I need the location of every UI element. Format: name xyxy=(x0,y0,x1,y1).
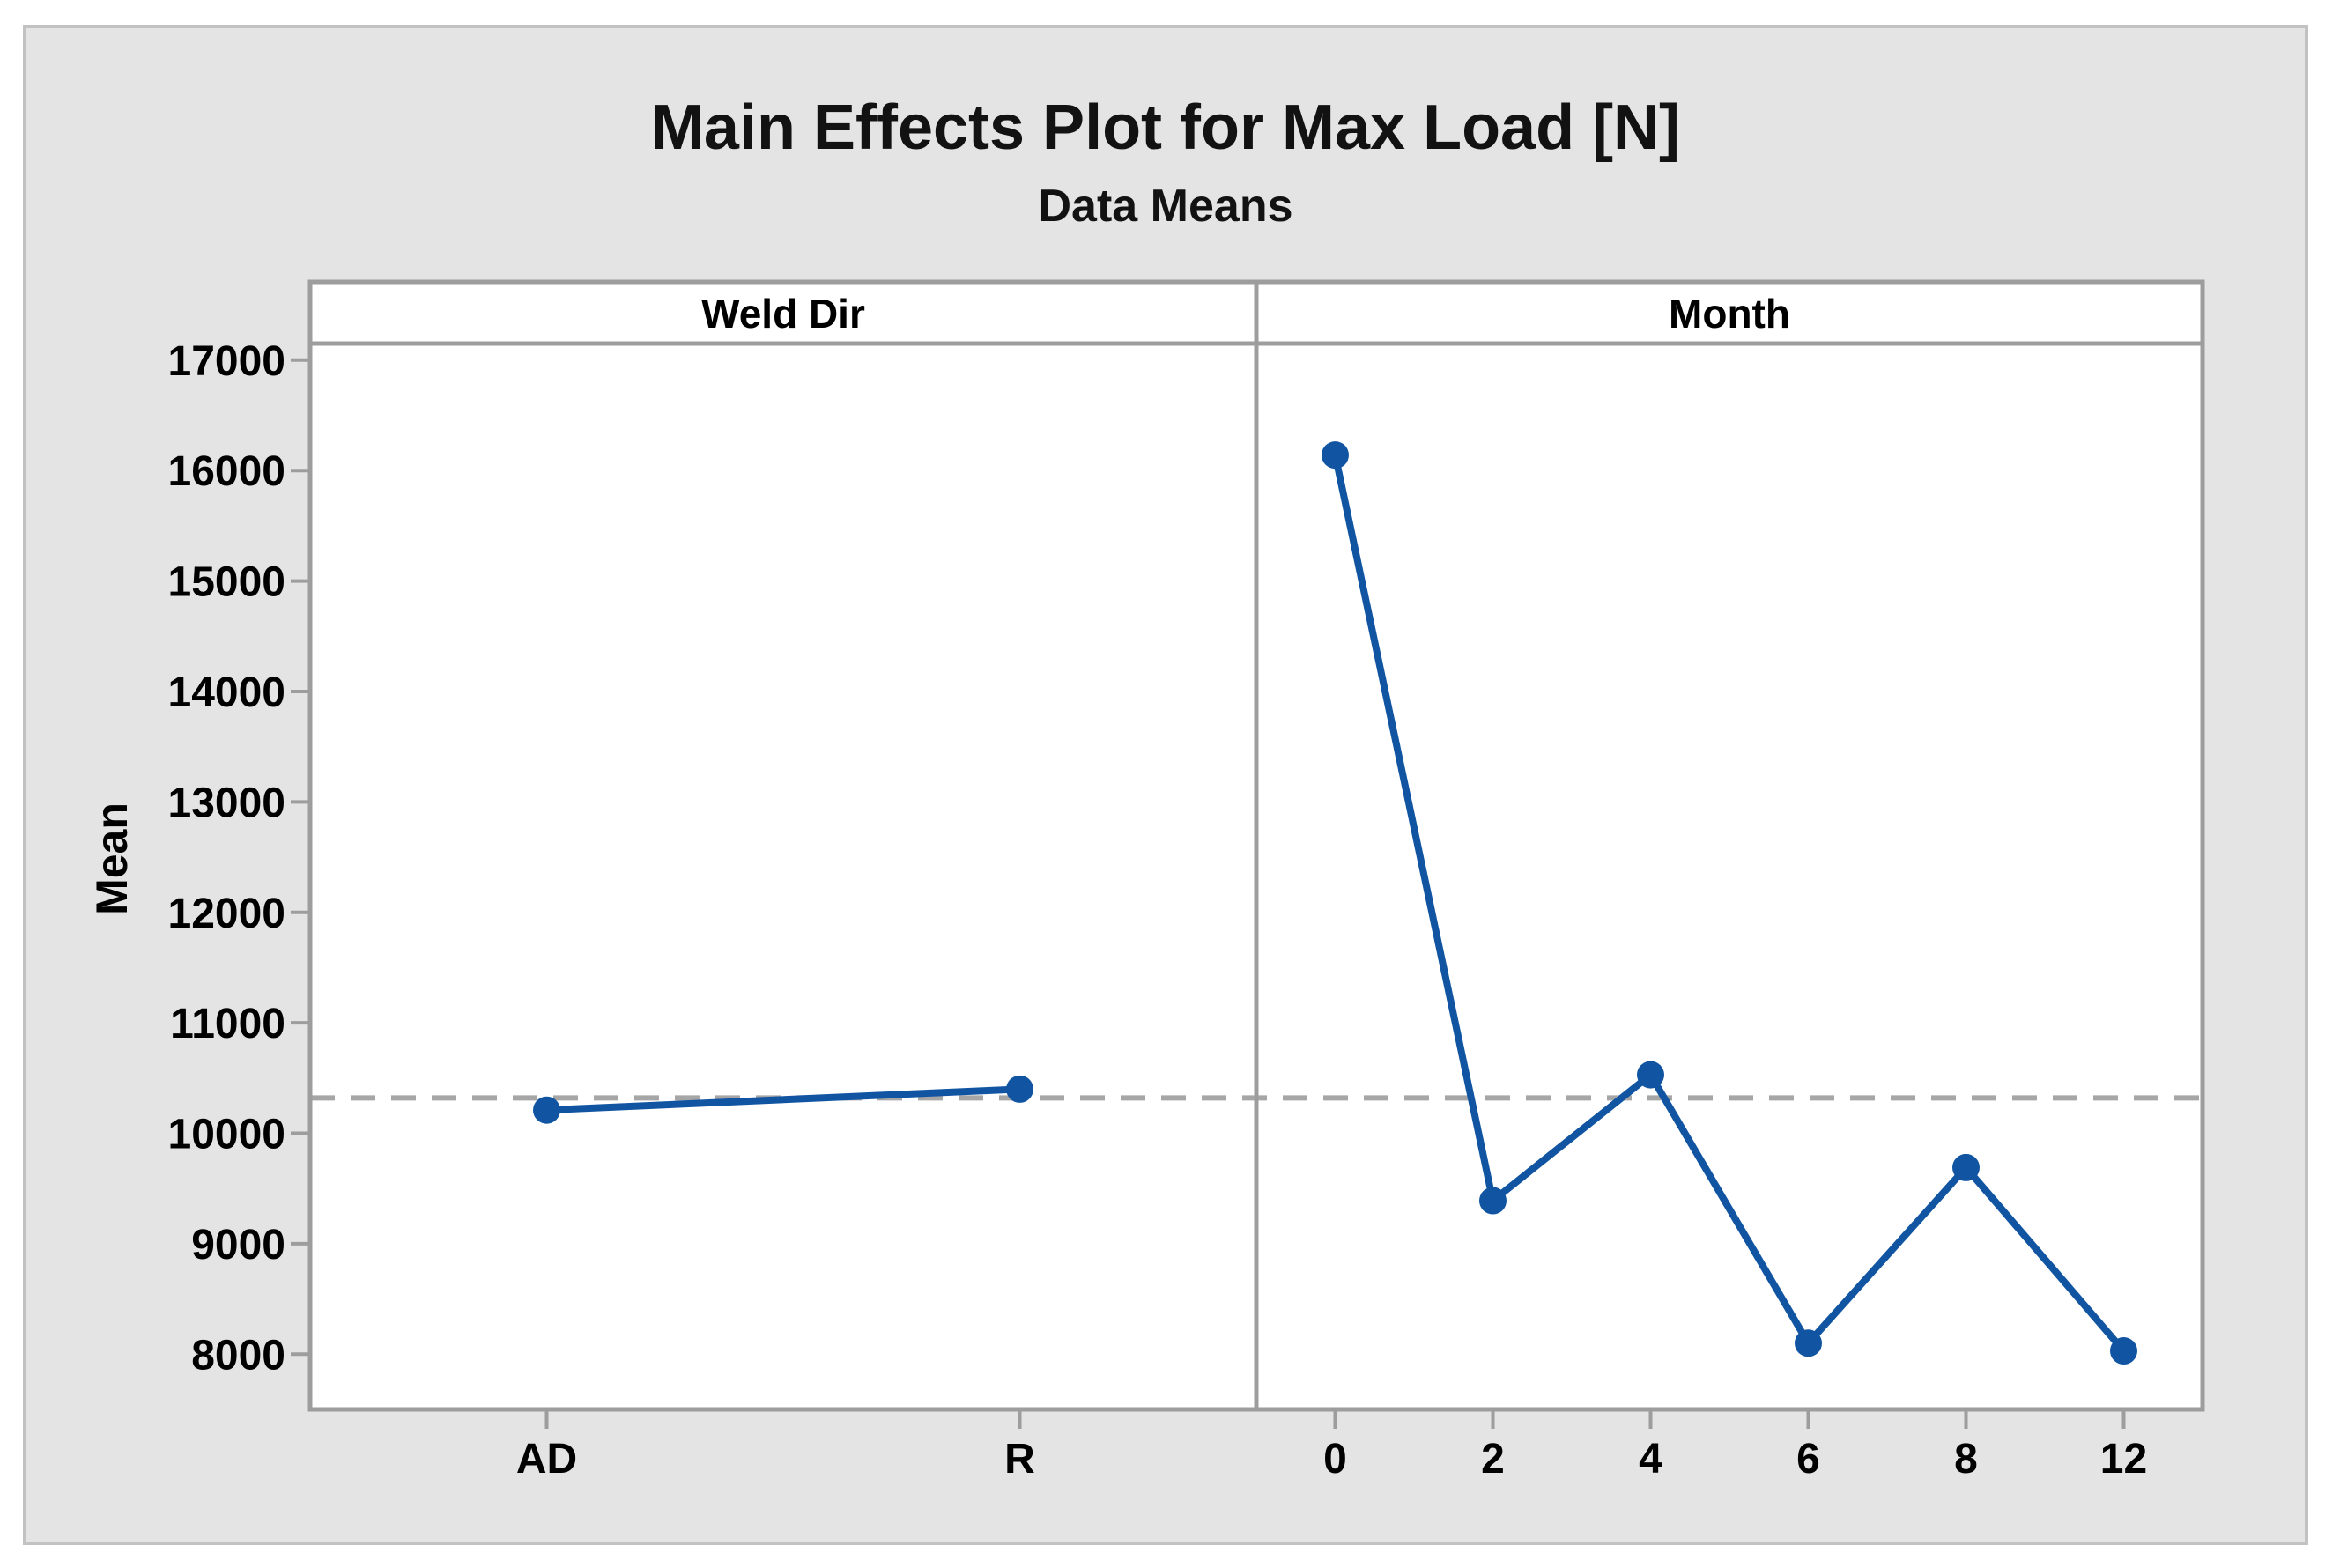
x-tick-label: 6 xyxy=(1796,1436,1820,1483)
y-tick-label: 15000 xyxy=(168,559,285,606)
data-point xyxy=(2110,1337,2137,1365)
data-point xyxy=(1322,441,1349,470)
series-line-0 xyxy=(546,1085,1020,1114)
y-tick-label: 9000 xyxy=(191,1222,285,1268)
x-tick-label: 0 xyxy=(1323,1436,1347,1483)
y-tick-label: 12000 xyxy=(168,891,285,937)
x-tick-label: R xyxy=(1004,1436,1035,1483)
y-tick-label: 10000 xyxy=(168,1112,285,1158)
panel-header-weld-dir: Weld Dir xyxy=(701,291,865,337)
y-tick-label: 17000 xyxy=(168,338,285,385)
chart-title: Main Effects Plot for Max Load [N] xyxy=(650,92,1681,163)
y-tick-label: 11000 xyxy=(170,1001,285,1047)
data-point xyxy=(1479,1187,1507,1215)
data-point xyxy=(1952,1153,1980,1181)
data-point xyxy=(1637,1061,1664,1089)
y-tick-label: 13000 xyxy=(168,780,285,826)
chart-subtitle: Data Means xyxy=(1038,181,1293,232)
x-tick-label: 4 xyxy=(1639,1436,1662,1483)
panel-header-month: Month xyxy=(1669,291,1790,337)
data-point xyxy=(1006,1075,1033,1103)
data-point xyxy=(1795,1329,1822,1357)
y-tick-label: 14000 xyxy=(168,669,285,716)
y-tick-label: 16000 xyxy=(168,448,285,495)
series-line-1 xyxy=(1331,454,2127,1354)
x-tick-label: AD xyxy=(516,1436,577,1483)
data-point xyxy=(533,1096,560,1124)
x-tick-label: 12 xyxy=(2100,1436,2147,1483)
x-tick-label: 8 xyxy=(1954,1436,1978,1483)
y-tick-label: 8000 xyxy=(191,1332,285,1379)
x-tick-label: 2 xyxy=(1481,1436,1505,1483)
